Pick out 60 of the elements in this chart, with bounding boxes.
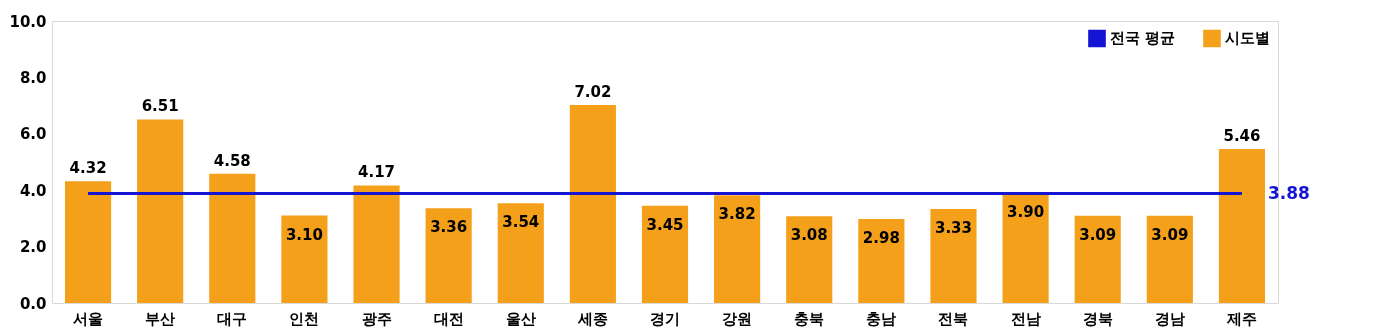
- data-label: 7.02: [574, 83, 612, 102]
- data-label: 2.98: [862, 228, 900, 247]
- x-tick-label: 제주: [1225, 309, 1257, 328]
- x-tick-label: 광주: [361, 309, 392, 328]
- data-label: 3.09: [1151, 225, 1189, 244]
- x-tick-label: 경북: [1082, 309, 1113, 328]
- bar: [497, 203, 544, 303]
- data-label: 5.46: [1223, 127, 1261, 146]
- bar: [281, 215, 328, 303]
- bar: [569, 105, 616, 303]
- bar: [714, 195, 761, 303]
- data-label: 4.58: [213, 151, 251, 170]
- x-tick-label: 경기: [650, 309, 680, 328]
- x-tick-label: 강원: [722, 309, 753, 328]
- data-label: 6.51: [141, 97, 179, 116]
- x-tick-label: 세종: [576, 309, 608, 328]
- bar: [209, 173, 256, 303]
- x-tick-label: 대전: [433, 309, 464, 328]
- y-tick-label: 2.0: [19, 238, 47, 257]
- y-tick-label: 0.0: [19, 294, 47, 313]
- bar: [1074, 215, 1121, 303]
- y-tick-label: 8.0: [19, 68, 47, 87]
- bar: [786, 216, 833, 303]
- bar: [137, 119, 184, 303]
- bar: [425, 208, 472, 303]
- y-tick-label: 4.0: [19, 181, 47, 200]
- bar: [1002, 193, 1049, 303]
- bar: [858, 218, 905, 303]
- data-label: 3.90: [1007, 203, 1045, 222]
- data-label: 3.33: [934, 219, 972, 238]
- x-tick-label: 서울: [73, 309, 104, 328]
- x-tick-label: 대구: [217, 309, 248, 328]
- legend-label: 전국 평균: [1110, 29, 1176, 48]
- x-tick-label: 충북: [794, 309, 825, 328]
- x-tick-label: 경남: [1154, 309, 1185, 328]
- data-label: 3.45: [646, 215, 684, 234]
- x-tick-label: 부산: [145, 309, 176, 328]
- legend-label: 시도별: [1225, 29, 1270, 48]
- x-tick-label: 충남: [866, 309, 897, 328]
- data-label: 3.09: [1079, 225, 1117, 244]
- bar: [353, 185, 400, 303]
- bar: [1218, 149, 1266, 303]
- data-label: 3.36: [430, 218, 468, 237]
- y-tick-label: 10.0: [9, 12, 47, 31]
- bar: [1146, 215, 1193, 303]
- bar: [641, 205, 689, 303]
- x-tick-label: 전남: [1010, 309, 1041, 328]
- data-label: 3.10: [285, 225, 323, 244]
- x-tick-label: 인천: [289, 309, 320, 328]
- data-label: 4.17: [358, 163, 396, 182]
- data-label: 4.32: [69, 159, 107, 178]
- x-tick-label: 전북: [938, 309, 969, 328]
- data-label: 3.08: [790, 226, 828, 245]
- y-tick-label: 6.0: [19, 125, 47, 144]
- data-label: 3.82: [718, 205, 756, 224]
- data-label: 3.88: [1267, 182, 1310, 203]
- bar: [930, 209, 977, 303]
- data-label: 3.54: [502, 213, 540, 232]
- x-tick-label: 울산: [505, 309, 536, 328]
- bar: [64, 181, 112, 303]
